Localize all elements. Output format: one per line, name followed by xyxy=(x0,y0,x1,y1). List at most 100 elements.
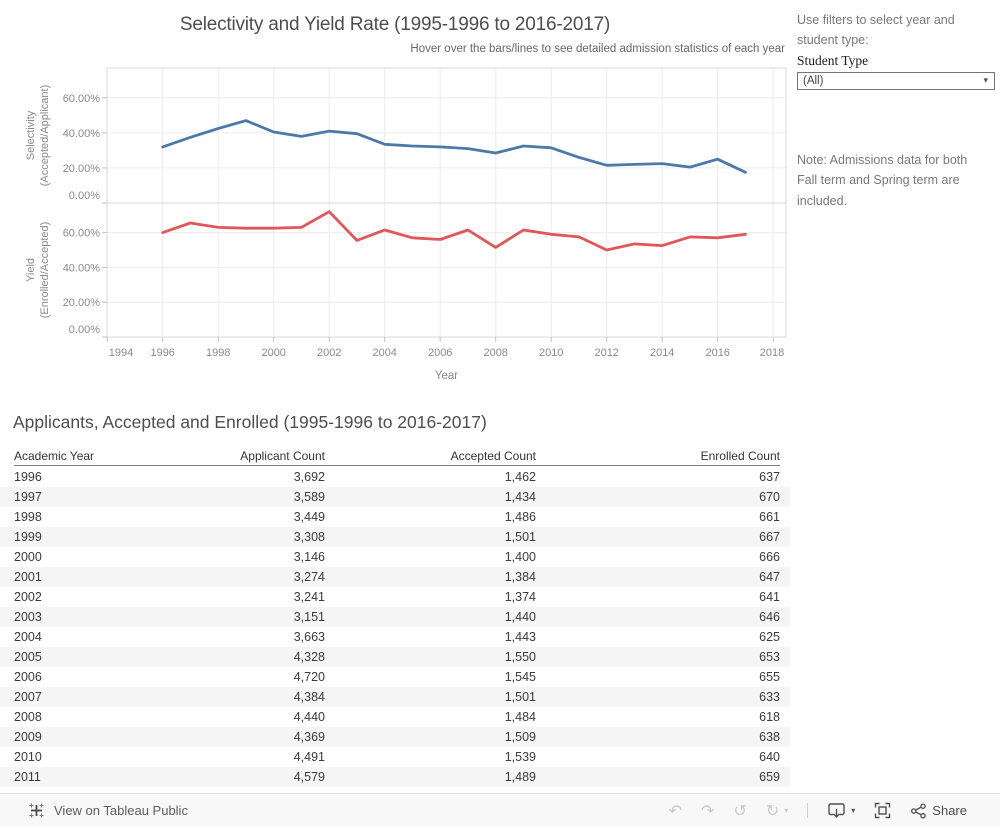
table-cell: 2011 xyxy=(14,770,41,784)
table-cell: 667 xyxy=(759,530,780,544)
yield-line[interactable] xyxy=(161,210,747,252)
x-tick-label: 2006 xyxy=(428,347,452,359)
table-cell: 2004 xyxy=(14,630,42,644)
y-tick-label: 20.00% xyxy=(63,163,101,175)
redo-button[interactable]: ↷ xyxy=(701,800,715,820)
table-cell: 4,720 xyxy=(293,670,325,684)
y-tick-label: 0.00% xyxy=(69,324,100,336)
table-cell: 3,449 xyxy=(293,510,325,524)
table-cell: 1,484 xyxy=(504,710,536,724)
table-cell: 3,146 xyxy=(293,550,325,564)
table-cell: 1,501 xyxy=(504,690,536,704)
table-cell: 641 xyxy=(759,590,780,604)
table-row[interactable]: 2010 4,491 1,539 640 xyxy=(0,747,790,767)
student-type-value: (All) xyxy=(803,75,824,87)
view-on-tableau-public-link[interactable]: View on Tableau Public xyxy=(28,794,188,827)
redo-icon: ↷ xyxy=(701,800,715,820)
table-cell: 625 xyxy=(759,630,780,644)
table-row[interactable]: 2008 4,440 1,484 618 xyxy=(0,707,790,727)
fullscreen-button[interactable] xyxy=(874,802,891,819)
x-tick-label: 2010 xyxy=(539,347,563,359)
refresh-icon: ↻ xyxy=(765,800,780,820)
table-row[interactable]: 2006 4,720 1,545 655 xyxy=(0,667,790,687)
table-cell: 1997 xyxy=(14,490,42,504)
column-header-academic-year[interactable]: Academic Year xyxy=(14,449,95,463)
table-cell: 1,539 xyxy=(504,750,536,764)
x-tick-label: 2004 xyxy=(372,347,396,359)
refresh-button[interactable]: ↻ ▾ xyxy=(765,800,788,820)
table-row[interactable]: 2002 3,241 1,374 641 xyxy=(0,587,790,607)
column-header-enrolled-count[interactable]: Enrolled Count xyxy=(700,449,780,463)
table-cell: 666 xyxy=(759,550,780,564)
table-cell: 1996 xyxy=(14,470,42,484)
table-cell: 2008 xyxy=(14,710,42,724)
table-cell: 1,443 xyxy=(504,630,536,644)
table-cell: 653 xyxy=(759,650,780,664)
table-row[interactable]: 2009 4,369 1,509 638 xyxy=(0,727,790,747)
table-row[interactable]: 2004 3,663 1,443 625 xyxy=(0,627,790,647)
y-tick-label: 60.00% xyxy=(63,93,101,105)
table-row[interactable]: 1999 3,308 1,501 667 xyxy=(0,527,790,547)
column-header-accepted-count[interactable]: Accepted Count xyxy=(450,449,536,463)
table-cell: 1,545 xyxy=(504,670,536,684)
chart-subtitle: Hover over the bars/lines to see detaile… xyxy=(410,43,785,55)
table-cell: 1,440 xyxy=(504,610,536,624)
selectivity-line[interactable] xyxy=(161,119,747,174)
column-header-applicant-count[interactable]: Applicant Count xyxy=(240,449,325,463)
table-cell: 2001 xyxy=(14,570,42,584)
table-cell: 1,374 xyxy=(504,590,536,604)
table-cell: 1,501 xyxy=(504,530,536,544)
share-icon xyxy=(911,802,927,819)
table-cell: 1,509 xyxy=(504,730,536,744)
table-cell: 1,400 xyxy=(504,550,536,564)
table-row[interactable]: 2005 4,328 1,550 653 xyxy=(0,647,790,667)
table-row[interactable]: 2001 3,274 1,384 647 xyxy=(0,567,790,587)
revert-button[interactable]: ↺ xyxy=(733,802,746,819)
table-cell: 1998 xyxy=(14,510,42,524)
filter-instructions: Use filters to select year and student t… xyxy=(797,13,955,48)
x-tick-label: 1998 xyxy=(206,347,230,359)
table-row[interactable]: 2000 3,146 1,400 666 xyxy=(0,547,790,567)
y-axis-title: Selectivity xyxy=(25,110,37,160)
table-cell: 3,241 xyxy=(293,590,325,604)
table-row[interactable]: 2011 4,579 1,489 659 xyxy=(0,767,790,787)
table-row[interactable]: 2007 4,384 1,501 633 xyxy=(0,687,790,707)
table-cell: 4,384 xyxy=(293,690,325,704)
table-row[interactable]: 1996 3,692 1,462 637 xyxy=(0,467,790,487)
student-type-dropdown[interactable]: (All) ▾ xyxy=(797,72,995,90)
table-cell: 2002 xyxy=(14,590,42,604)
table-cell: 1,486 xyxy=(504,510,536,524)
table-cell: 640 xyxy=(759,750,780,764)
download-caret-icon: ▾ xyxy=(851,806,856,815)
panel-border xyxy=(106,202,787,338)
selectivity-yield-chart[interactable]: 0.00% 20.00% 40.00% 60.00% Selectivity (Accep… xyxy=(0,60,790,395)
download-button[interactable]: ▾ xyxy=(827,802,855,819)
toolbar-actions: ↶ ↷ ↺ ↻ ▾ ▾ xyxy=(669,794,967,827)
y-tick-label: 0.00% xyxy=(69,190,100,202)
panel-border xyxy=(106,67,787,204)
table-cell: 2003 xyxy=(14,610,42,624)
table-cell: 2007 xyxy=(14,690,42,704)
y-tick-label: 20.00% xyxy=(63,297,101,309)
dropdown-caret-icon[interactable]: ▾ xyxy=(983,76,988,86)
y-tick-label: 40.00% xyxy=(63,262,101,274)
table-cell: 1,550 xyxy=(504,650,536,664)
table-cell: 633 xyxy=(759,690,780,704)
share-button[interactable]: Share xyxy=(910,802,967,819)
table-row[interactable]: 2003 3,151 1,440 646 xyxy=(0,607,790,627)
table-title: Applicants, Accepted and Enrolled (1995-… xyxy=(13,412,487,432)
table-row[interactable]: 1997 3,589 1,434 670 xyxy=(0,487,790,507)
table-cell: 2006 xyxy=(14,670,42,684)
y-tick-label: 40.00% xyxy=(63,128,101,140)
table-cell: 670 xyxy=(759,490,780,504)
toolbar-divider xyxy=(807,803,809,818)
student-type-label: Student Type xyxy=(797,53,869,68)
y-axis-title: (Accepted/Applicant) xyxy=(39,85,51,187)
table-cell: 647 xyxy=(759,570,780,584)
dashboard-main: Selectivity and Yield Rate (1995-1996 to… xyxy=(0,14,790,787)
undo-button[interactable]: ↶ xyxy=(669,802,682,819)
table-header: Academic Year Applicant Count Accepted C… xyxy=(0,447,790,466)
table-row[interactable]: 1998 3,449 1,486 661 xyxy=(0,507,790,527)
table-cell: 4,491 xyxy=(293,750,325,764)
table-cell: 4,369 xyxy=(293,730,325,744)
